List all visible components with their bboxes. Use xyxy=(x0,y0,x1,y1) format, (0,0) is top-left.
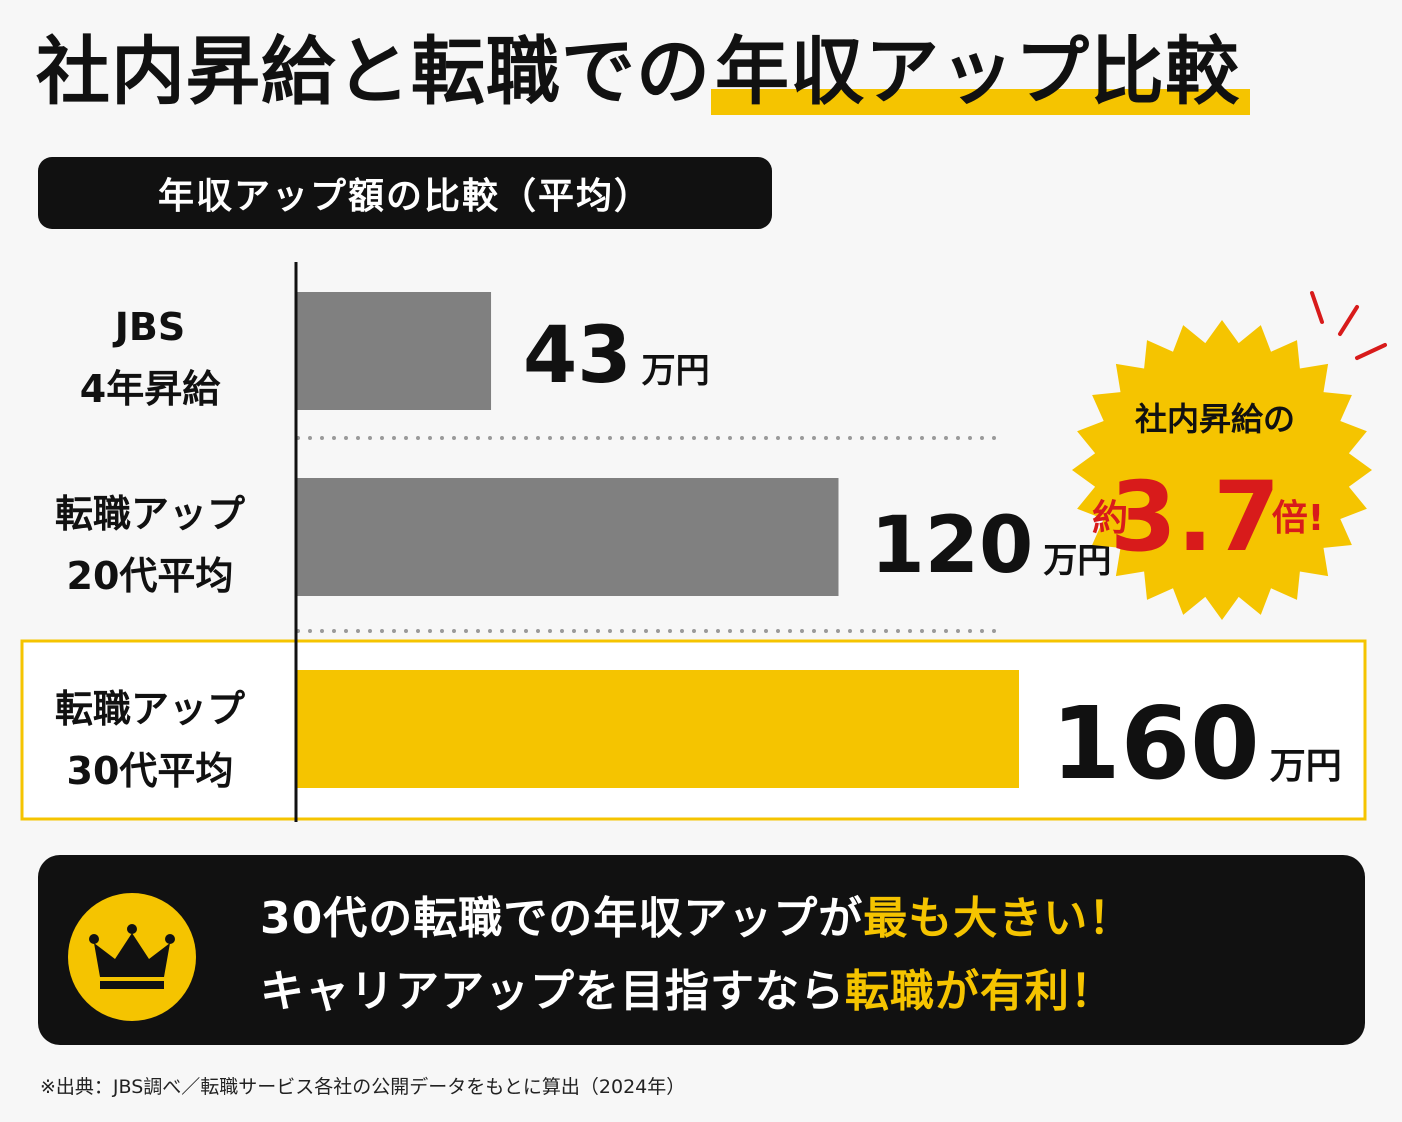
title-highlight: 年収アップ比較 xyxy=(711,29,1250,115)
banner-line-2-emphasis: 転職が有利！ xyxy=(845,966,1115,1017)
badge-accent-stroke xyxy=(1338,305,1359,336)
badge-accent-stroke xyxy=(1310,291,1324,324)
bar xyxy=(297,292,492,410)
bar xyxy=(297,478,839,596)
banner-line-2: キャリアアップを目指すなら転職が有利！ xyxy=(260,955,1115,1019)
badge: 社内昇給の 約 3.7 倍! xyxy=(1072,291,1387,620)
banner-line-1-emphasis: 最も大きい！ xyxy=(863,893,1134,944)
conclusion-banner xyxy=(38,855,1365,1045)
page-title: 社内昇給と転職での年収アップ比較 xyxy=(36,22,1250,122)
banner-line-2-text: キャリアアップを目指すなら xyxy=(260,966,845,1017)
crown-badge xyxy=(68,893,196,1021)
badge-line1: 社内昇給の xyxy=(1135,400,1295,438)
chart-subtitle: 年収アップ額の比較（平均） xyxy=(38,157,772,229)
value-label: 43 万円 xyxy=(523,311,710,401)
badge-starburst xyxy=(1072,320,1372,620)
banner-line-1: 30代の転職での年収アップが最も大きい！ xyxy=(260,882,1133,946)
crown-icon xyxy=(89,924,175,989)
source-footnote: ※出典：JBS調べ／転職サービス各社の公開データをもとに算出（2024年） xyxy=(40,1076,686,1098)
banner-line-1-text: 30代の転職での年収アップが xyxy=(260,893,864,944)
badge-prefix: 約 xyxy=(1092,498,1128,539)
chart-subtitle-text: 年収アップ額の比較（平均） xyxy=(157,176,652,217)
category-label: JBS 4年昇給 xyxy=(80,305,221,411)
category-label: 転職アップ 30代平均 xyxy=(55,687,245,793)
bar xyxy=(297,670,1019,788)
badge-number: 3.7 xyxy=(1110,461,1280,573)
badge-suffix: 倍! xyxy=(1272,498,1324,539)
title-main: 社内昇給と転職での xyxy=(36,29,711,115)
value-label: 120 万円 xyxy=(871,501,1112,591)
badge-accent-stroke xyxy=(1355,343,1387,360)
category-label: 転職アップ 20代平均 xyxy=(55,492,245,598)
